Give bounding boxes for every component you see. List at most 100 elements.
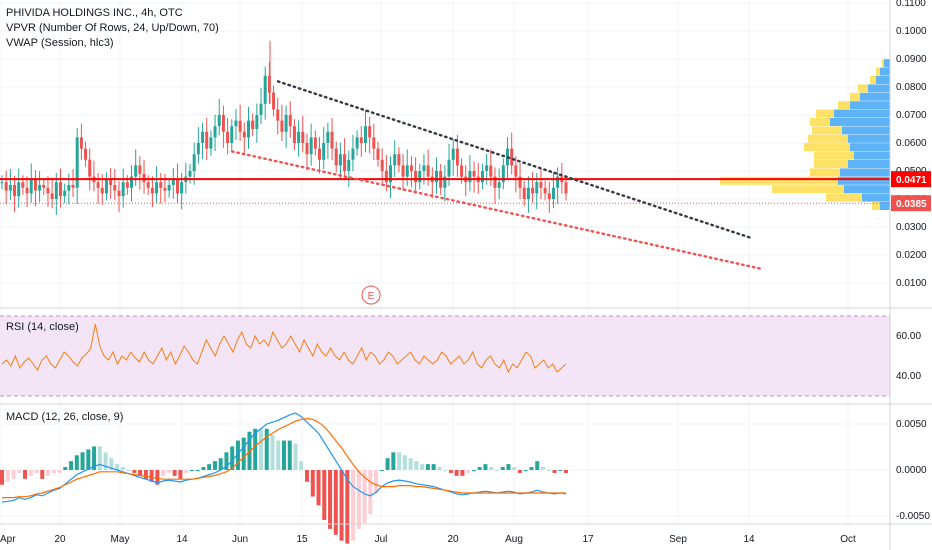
- candle-body: [397, 154, 401, 166]
- candle-body: [326, 131, 330, 143]
- macd-histogram-bar: [282, 440, 286, 470]
- macd-histogram-bar: [420, 464, 425, 470]
- candle-body: [322, 143, 326, 160]
- time-axis[interactable]: Apr 20 May 14 Jun 15 Jul 20 Aug 17 Sep 14 Oct: [0, 534, 856, 545]
- symbol-title[interactable]: PHIVIDA HOLDINGS INC., 4h, OTC: [6, 7, 183, 19]
- candle-body: [230, 126, 234, 143]
- candle-body: [246, 120, 250, 138]
- rsi-series: [1, 323, 567, 374]
- candle-body: [121, 182, 125, 197]
- candle-body: [401, 165, 405, 177]
- candle-body: [359, 137, 363, 143]
- candle-body: [25, 187, 29, 194]
- volume-profile-bar-up: [840, 168, 890, 177]
- macd-histogram-bar: [166, 470, 171, 473]
- candle-body: [150, 187, 154, 194]
- macd-legend[interactable]: MACD (12, 26, close, 9): [6, 411, 124, 423]
- volume-profile-bar-down: [850, 92, 860, 101]
- macd-histogram-bar: [494, 470, 499, 471]
- macd-histogram-bar: [189, 470, 194, 471]
- price-tag-label: 0.0385: [896, 199, 927, 210]
- candle-body: [42, 185, 46, 188]
- candle-body: [175, 179, 179, 194]
- macd-histogram-bar: [40, 470, 45, 479]
- volume-profile-bar-up: [860, 92, 890, 101]
- candle-body: [79, 137, 83, 149]
- macd-histogram-bar: [368, 470, 373, 515]
- candle-body: [301, 131, 305, 143]
- macd-histogram-bar: [172, 470, 177, 476]
- earnings-marker-label: E: [368, 291, 375, 302]
- macd-histogram-bar: [564, 470, 568, 473]
- candle-body: [414, 171, 418, 183]
- macd-histogram-bar: [270, 434, 275, 470]
- volume-profile-bar-down: [872, 202, 880, 210]
- candle-body: [384, 171, 388, 183]
- candle-body: [109, 179, 113, 185]
- candle-body: [180, 182, 184, 194]
- rsi-line: [1, 323, 567, 374]
- macd-histogram-bar: [149, 470, 154, 482]
- macd-histogram-bar: [57, 470, 62, 473]
- volume-profile-bar-down: [838, 101, 850, 110]
- candle-body: [284, 115, 288, 132]
- macd-histogram-bar: [483, 464, 488, 470]
- candle-body: [480, 171, 484, 183]
- price-tag: [891, 195, 931, 212]
- macd-histogram-bar: [293, 443, 298, 470]
- macd-histogram-bar: [86, 449, 91, 470]
- earnings-marker-icon[interactable]: [361, 285, 381, 305]
- candle-body: [368, 126, 372, 138]
- macd-histogram-bar: [138, 470, 143, 476]
- volume-profile-bar-down: [858, 84, 868, 93]
- candle-body: [434, 171, 438, 183]
- vpvr-legend[interactable]: VPVR (Number Of Rows, 24, Up/Down, 70): [6, 22, 219, 34]
- trendlines[interactable]: [230, 80, 764, 271]
- macd-histogram-bar: [391, 452, 396, 470]
- candle-body: [84, 148, 88, 160]
- price-tick-label: 0.1000: [896, 26, 927, 37]
- candle-body: [88, 159, 92, 177]
- candle-body: [242, 131, 246, 138]
- candle-body: [17, 182, 21, 197]
- rsi-legend[interactable]: RSI (14, close): [6, 321, 79, 333]
- candle-body: [159, 182, 163, 188]
- time-tick-label: Apr: [0, 534, 16, 545]
- candle-body: [313, 137, 317, 149]
- macd-histogram-bar: [103, 452, 108, 470]
- volume-profile-bar-down: [816, 109, 834, 118]
- candle-body: [501, 165, 505, 183]
- upper-trendline: [276, 80, 754, 240]
- volume-profile-bar-up: [876, 76, 890, 84]
- candles: [0, 40, 890, 215]
- macd-histogram-bar: [74, 455, 79, 470]
- candle-body: [4, 182, 8, 191]
- price-tick-label: 0.0800: [896, 82, 927, 93]
- macd-histogram-bar: [506, 464, 511, 470]
- volume-profile-bar-up: [838, 176, 890, 185]
- volume-profile-bar-up: [884, 59, 890, 68]
- candle-body: [338, 154, 342, 166]
- candle-body: [547, 193, 551, 199]
- macd-histogram-bar: [241, 437, 246, 470]
- candle-body: [155, 182, 159, 194]
- macd-histogram-bar: [207, 464, 212, 470]
- macd-histogram-bar: [529, 467, 534, 470]
- candle-body: [263, 75, 267, 104]
- candle-body: [443, 176, 447, 188]
- candle-body: [535, 182, 539, 194]
- candle-body: [405, 165, 409, 177]
- volume-profile-bar-up: [830, 118, 890, 126]
- macd-histogram-bar: [540, 467, 545, 470]
- candle-body: [196, 143, 200, 155]
- macd-histogram-bar: [374, 470, 379, 494]
- macd-tick-label: 0.0000: [896, 465, 927, 476]
- candle-body: [493, 176, 497, 188]
- candle-body: [54, 182, 58, 199]
- volume-profile-bar-up: [880, 202, 890, 210]
- macd-histogram-bar: [437, 467, 442, 470]
- candle-body: [489, 165, 493, 177]
- macd-histogram-bar: [264, 428, 269, 470]
- vwap-legend[interactable]: VWAP (Session, hlc3): [6, 37, 114, 49]
